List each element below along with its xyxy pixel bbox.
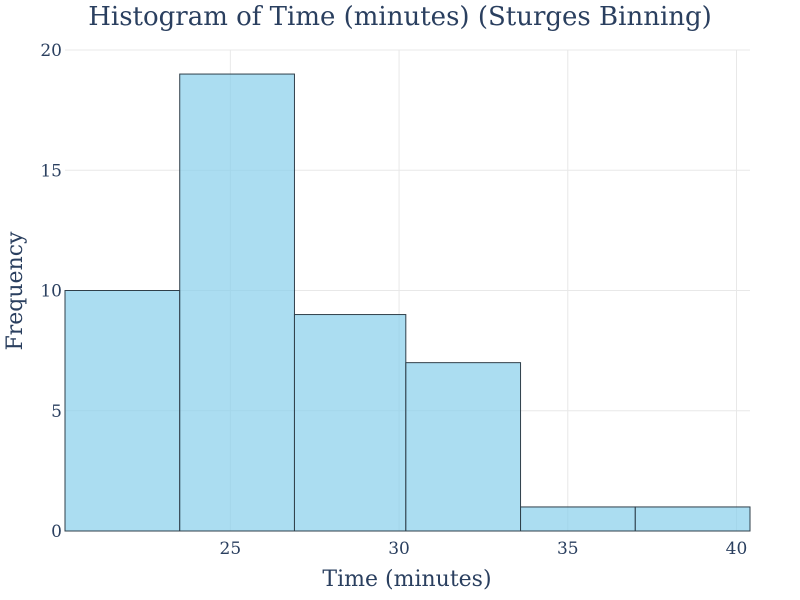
y-tick-label: 20 bbox=[40, 41, 62, 61]
x-tick-label: 25 bbox=[220, 539, 242, 559]
bar-layer bbox=[64, 73, 751, 532]
x-tick-label: 35 bbox=[557, 539, 579, 559]
chart-title: Histogram of Time (minutes) (Sturges Bin… bbox=[88, 2, 712, 32]
x-axis-title: Time (minutes) bbox=[322, 567, 491, 592]
y-tick-label: 15 bbox=[40, 161, 62, 181]
histogram-bar-6 bbox=[634, 506, 751, 532]
x-tick-label: 30 bbox=[388, 539, 410, 559]
y-tick-label: 10 bbox=[40, 282, 62, 302]
histogram-bar-3 bbox=[293, 314, 407, 532]
histogram-bar-5 bbox=[520, 506, 636, 532]
y-axis-title: Frequency bbox=[3, 231, 28, 351]
x-tick-label: 40 bbox=[726, 539, 748, 559]
histogram-bar-2 bbox=[179, 73, 295, 532]
y-tick-label: 0 bbox=[51, 522, 62, 542]
histogram-bar-1 bbox=[64, 290, 181, 532]
tick-layer: 0 5 10 15 20 25 30 35 40 bbox=[40, 41, 747, 559]
histogram-bar-4 bbox=[405, 362, 522, 532]
y-tick-label: 5 bbox=[51, 402, 62, 422]
